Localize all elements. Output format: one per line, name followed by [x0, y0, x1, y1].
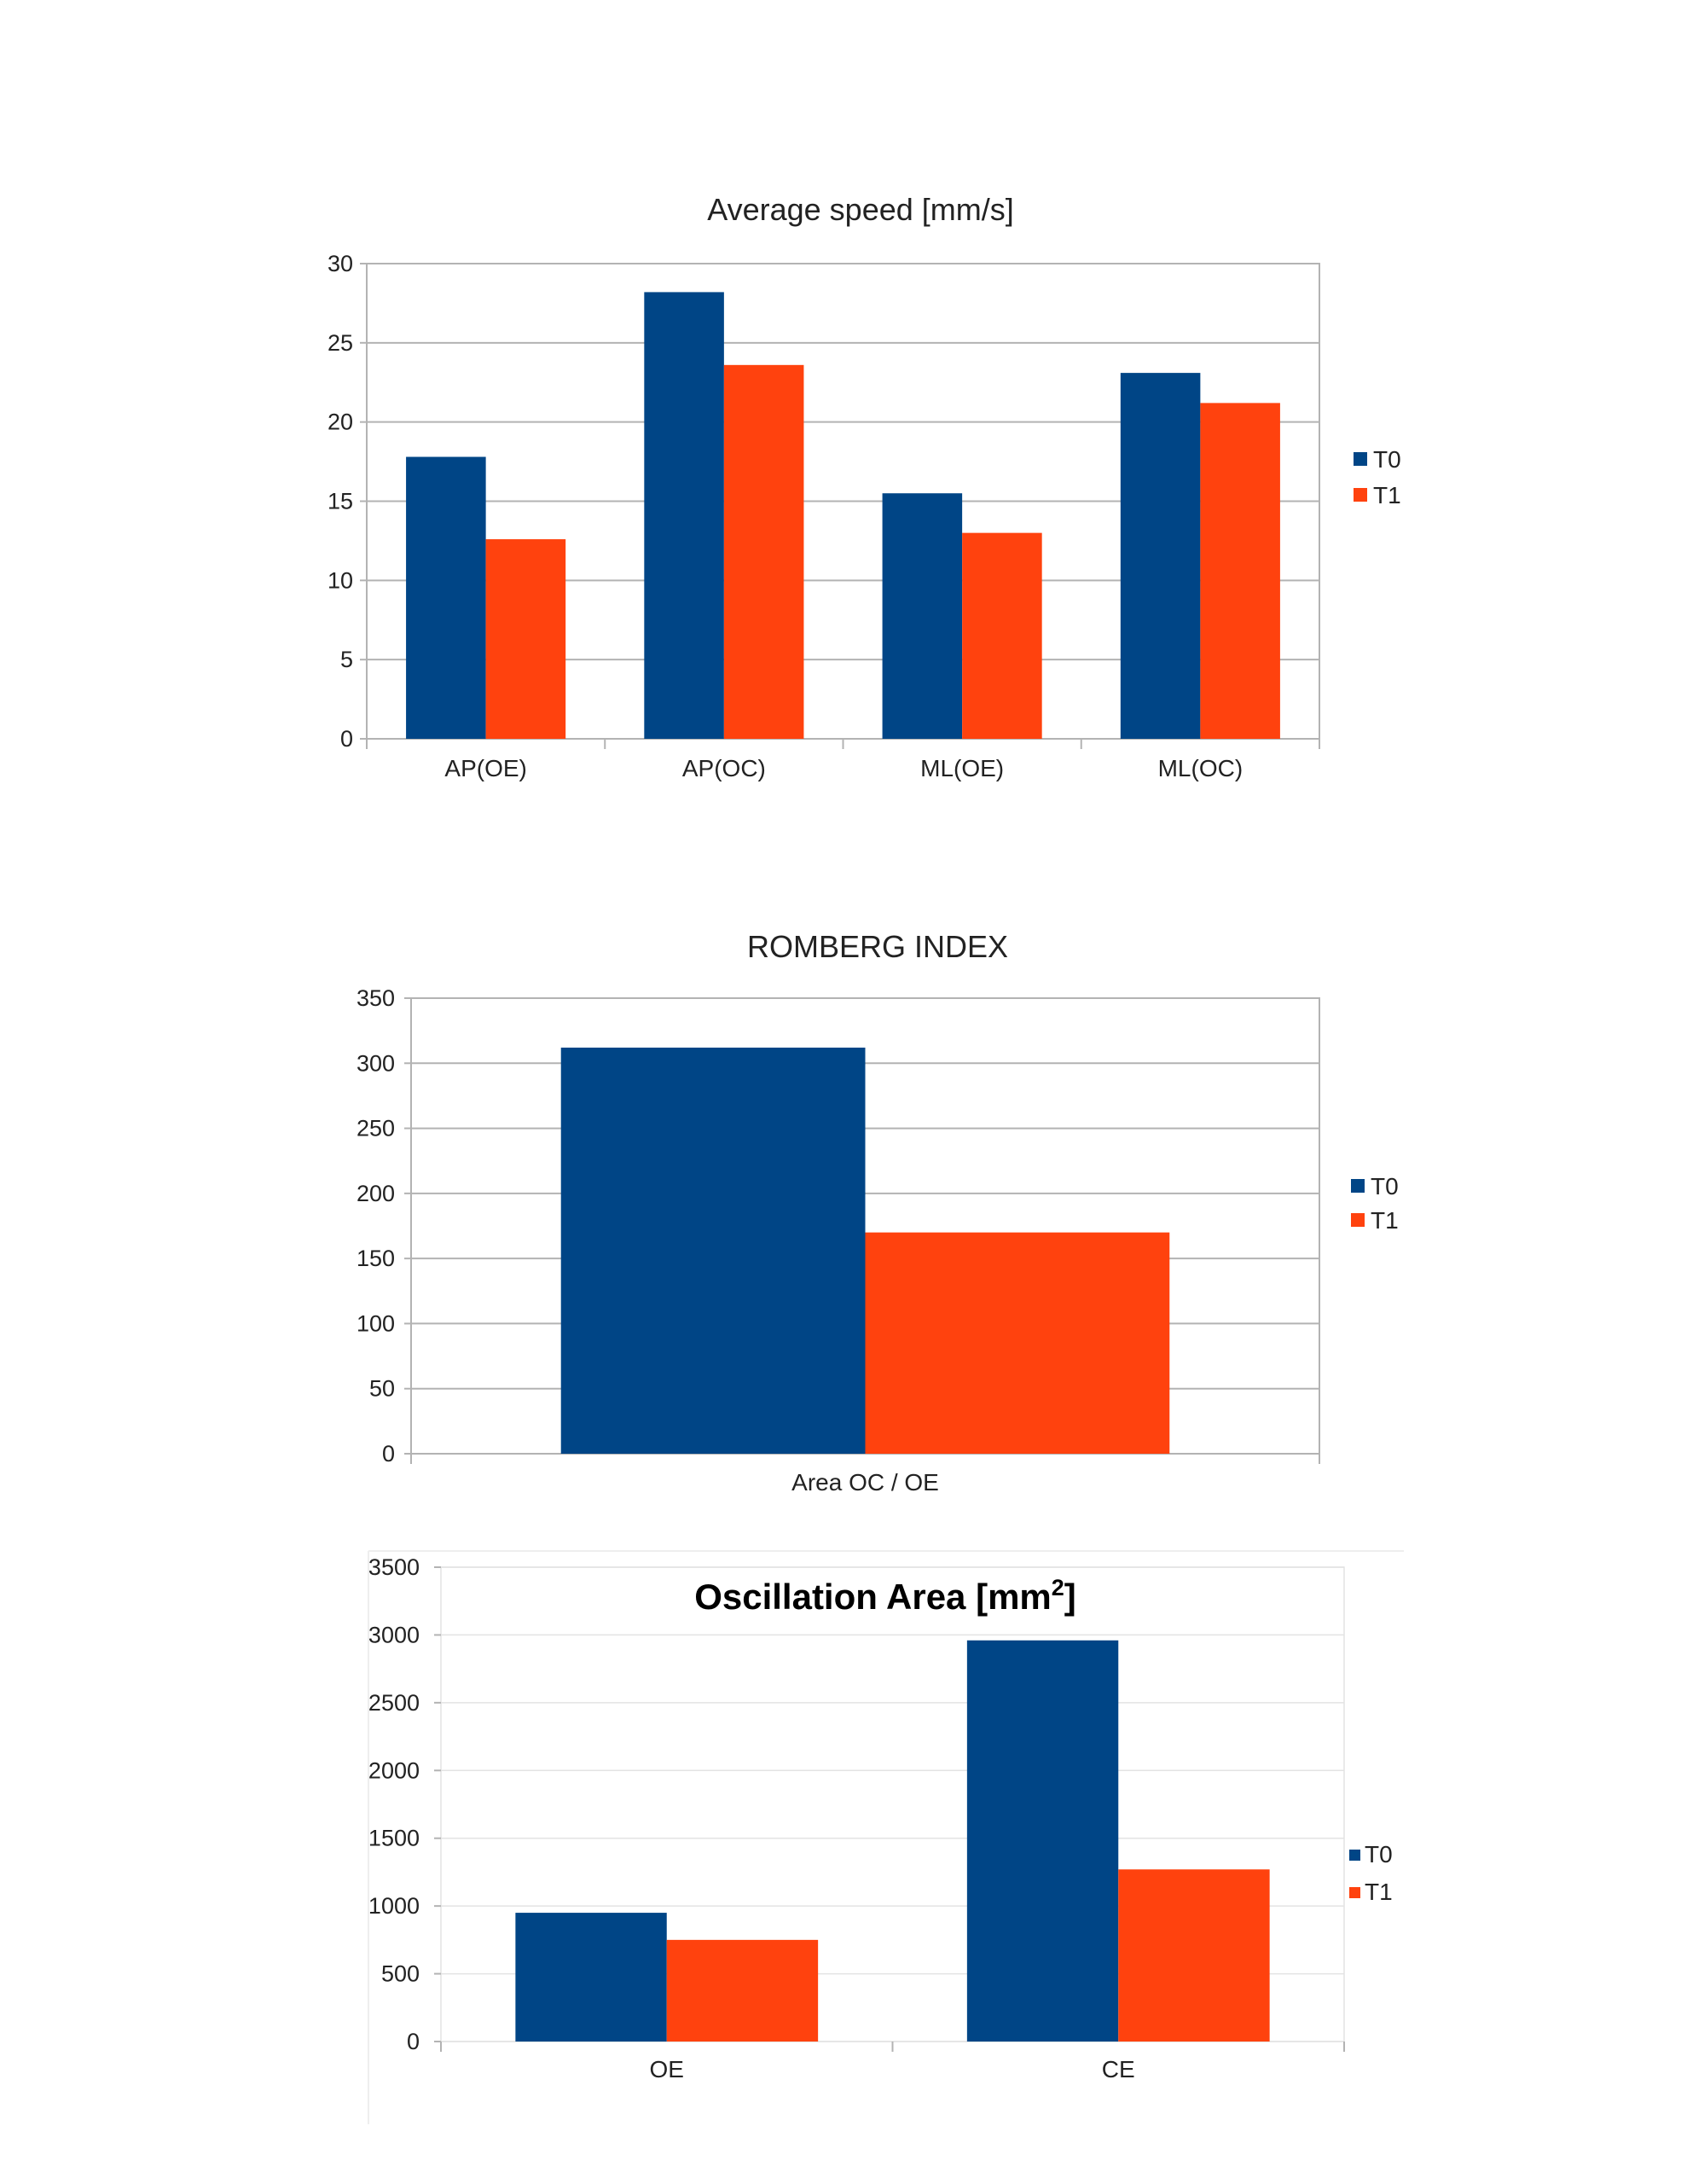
bars	[406, 292, 1280, 739]
chart-oscillation-area: 0 500 1000 1500 2000 2500 3000 3500 OE CE Oscill…	[368, 1550, 1404, 2124]
bar-t0-ce	[966, 1640, 1119, 2042]
x-axis-categories: AP(OE) AP(OC) ML(OE) ML(OC)	[444, 755, 1243, 781]
chart-romberg-index: ROMBERG INDEX 0 50 100 150 200 250 300 350 Area…	[357, 929, 1399, 1496]
bar-t1-ml-oc	[1200, 403, 1280, 739]
y-axis-ticks: 0 50 100 150 200 250 300 350	[357, 985, 395, 1467]
y-tick-label: 2000	[368, 1757, 420, 1783]
y-tick-label: 1000	[368, 1893, 420, 1919]
bar-t1-ce	[1118, 1869, 1270, 2042]
y-tick-label: 250	[357, 1116, 395, 1141]
y-tick-label: 100	[357, 1310, 395, 1336]
legend-label-t0: T0	[1373, 446, 1401, 473]
legend-label-t1: T1	[1365, 1879, 1393, 1905]
y-tick-label: 2500	[368, 1690, 420, 1716]
legend-swatch-t1	[1349, 1887, 1360, 1898]
bars	[515, 1640, 1270, 2042]
y-axis-ticks: 0 500 1000 1500 2000 2500 3000 3500	[368, 1554, 420, 2054]
y-tick-label: 15	[328, 489, 353, 514]
bar-t1-ap-oc	[723, 364, 804, 739]
legend: T0 T1	[1354, 446, 1401, 508]
legend-swatch-t0	[1351, 1179, 1365, 1193]
legend-label-t0: T0	[1365, 1841, 1393, 1867]
y-tick-label: 25	[328, 330, 353, 356]
x-axis-categories: OE CE	[650, 2056, 1135, 2082]
y-tick-label: 300	[357, 1050, 395, 1076]
y-tick-label: 3500	[368, 1554, 420, 1580]
bars	[560, 1047, 1170, 1454]
x-category-label: ML(OE)	[920, 755, 1004, 781]
bar-t0-ap-oe	[406, 456, 486, 739]
y-tick-label: 5	[340, 647, 353, 672]
y-tick-label: 0	[340, 726, 353, 752]
x-category-label: AP(OE)	[444, 755, 526, 781]
y-tick-label: 0	[407, 2029, 420, 2054]
x-category-label: Area OC / OE	[791, 1469, 939, 1496]
legend: T0 T1	[1351, 1173, 1399, 1234]
y-tick-label: 200	[357, 1181, 395, 1206]
chart-title: Average speed [mm/s]	[707, 192, 1014, 227]
y-tick-label: 20	[328, 410, 353, 435]
x-category-label: CE	[1102, 2056, 1135, 2082]
y-tick-label: 10	[328, 567, 353, 593]
chart-title: ROMBERG INDEX	[747, 929, 1008, 964]
legend-label-t1: T1	[1373, 482, 1401, 508]
bar-t1-oe	[666, 1939, 819, 2042]
bar-t1-ap-oe	[485, 539, 566, 739]
y-tick-label: 0	[382, 1441, 395, 1467]
y-tick-label: 50	[369, 1376, 395, 1402]
x-axis-categories: Area OC / OE	[791, 1469, 939, 1496]
legend-swatch-t1	[1351, 1213, 1365, 1227]
chart-title: Oscillation Area [mm2]	[694, 1575, 1076, 1617]
bar-t1-area-oc-oe	[865, 1232, 1170, 1454]
bar-t0-area-oc-oe	[560, 1047, 866, 1454]
bar-t0-ap-oc	[644, 292, 724, 739]
bar-t0-ml-oc	[1120, 373, 1201, 739]
bar-t0-ml-oe	[882, 493, 963, 739]
y-tick-label: 1500	[368, 1826, 420, 1851]
y-axis-ticks: 0 5 10 15 20 25 30	[328, 251, 353, 752]
x-category-label: ML(OC)	[1158, 755, 1244, 781]
legend-swatch-t1	[1354, 488, 1367, 502]
x-category-label: AP(OC)	[682, 755, 766, 781]
legend-label-t1: T1	[1371, 1207, 1399, 1234]
y-tick-label: 150	[357, 1246, 395, 1271]
legend-label-t0: T0	[1371, 1173, 1399, 1199]
bar-t0-oe	[515, 1913, 667, 2042]
bar-t1-ml-oe	[962, 532, 1042, 739]
y-tick-label: 500	[381, 1961, 420, 1987]
x-category-label: OE	[650, 2056, 684, 2082]
legend-swatch-t0	[1349, 1850, 1360, 1861]
y-tick-label: 350	[357, 985, 395, 1011]
y-tick-label: 3000	[368, 1622, 420, 1647]
chart-average-speed: Average speed [mm/s] 0 5 10 15 20 25 30 AP(OE)…	[328, 192, 1401, 781]
y-tick-label: 30	[328, 251, 353, 276]
legend: T0 T1	[1349, 1841, 1393, 1905]
legend-swatch-t0	[1354, 452, 1367, 466]
